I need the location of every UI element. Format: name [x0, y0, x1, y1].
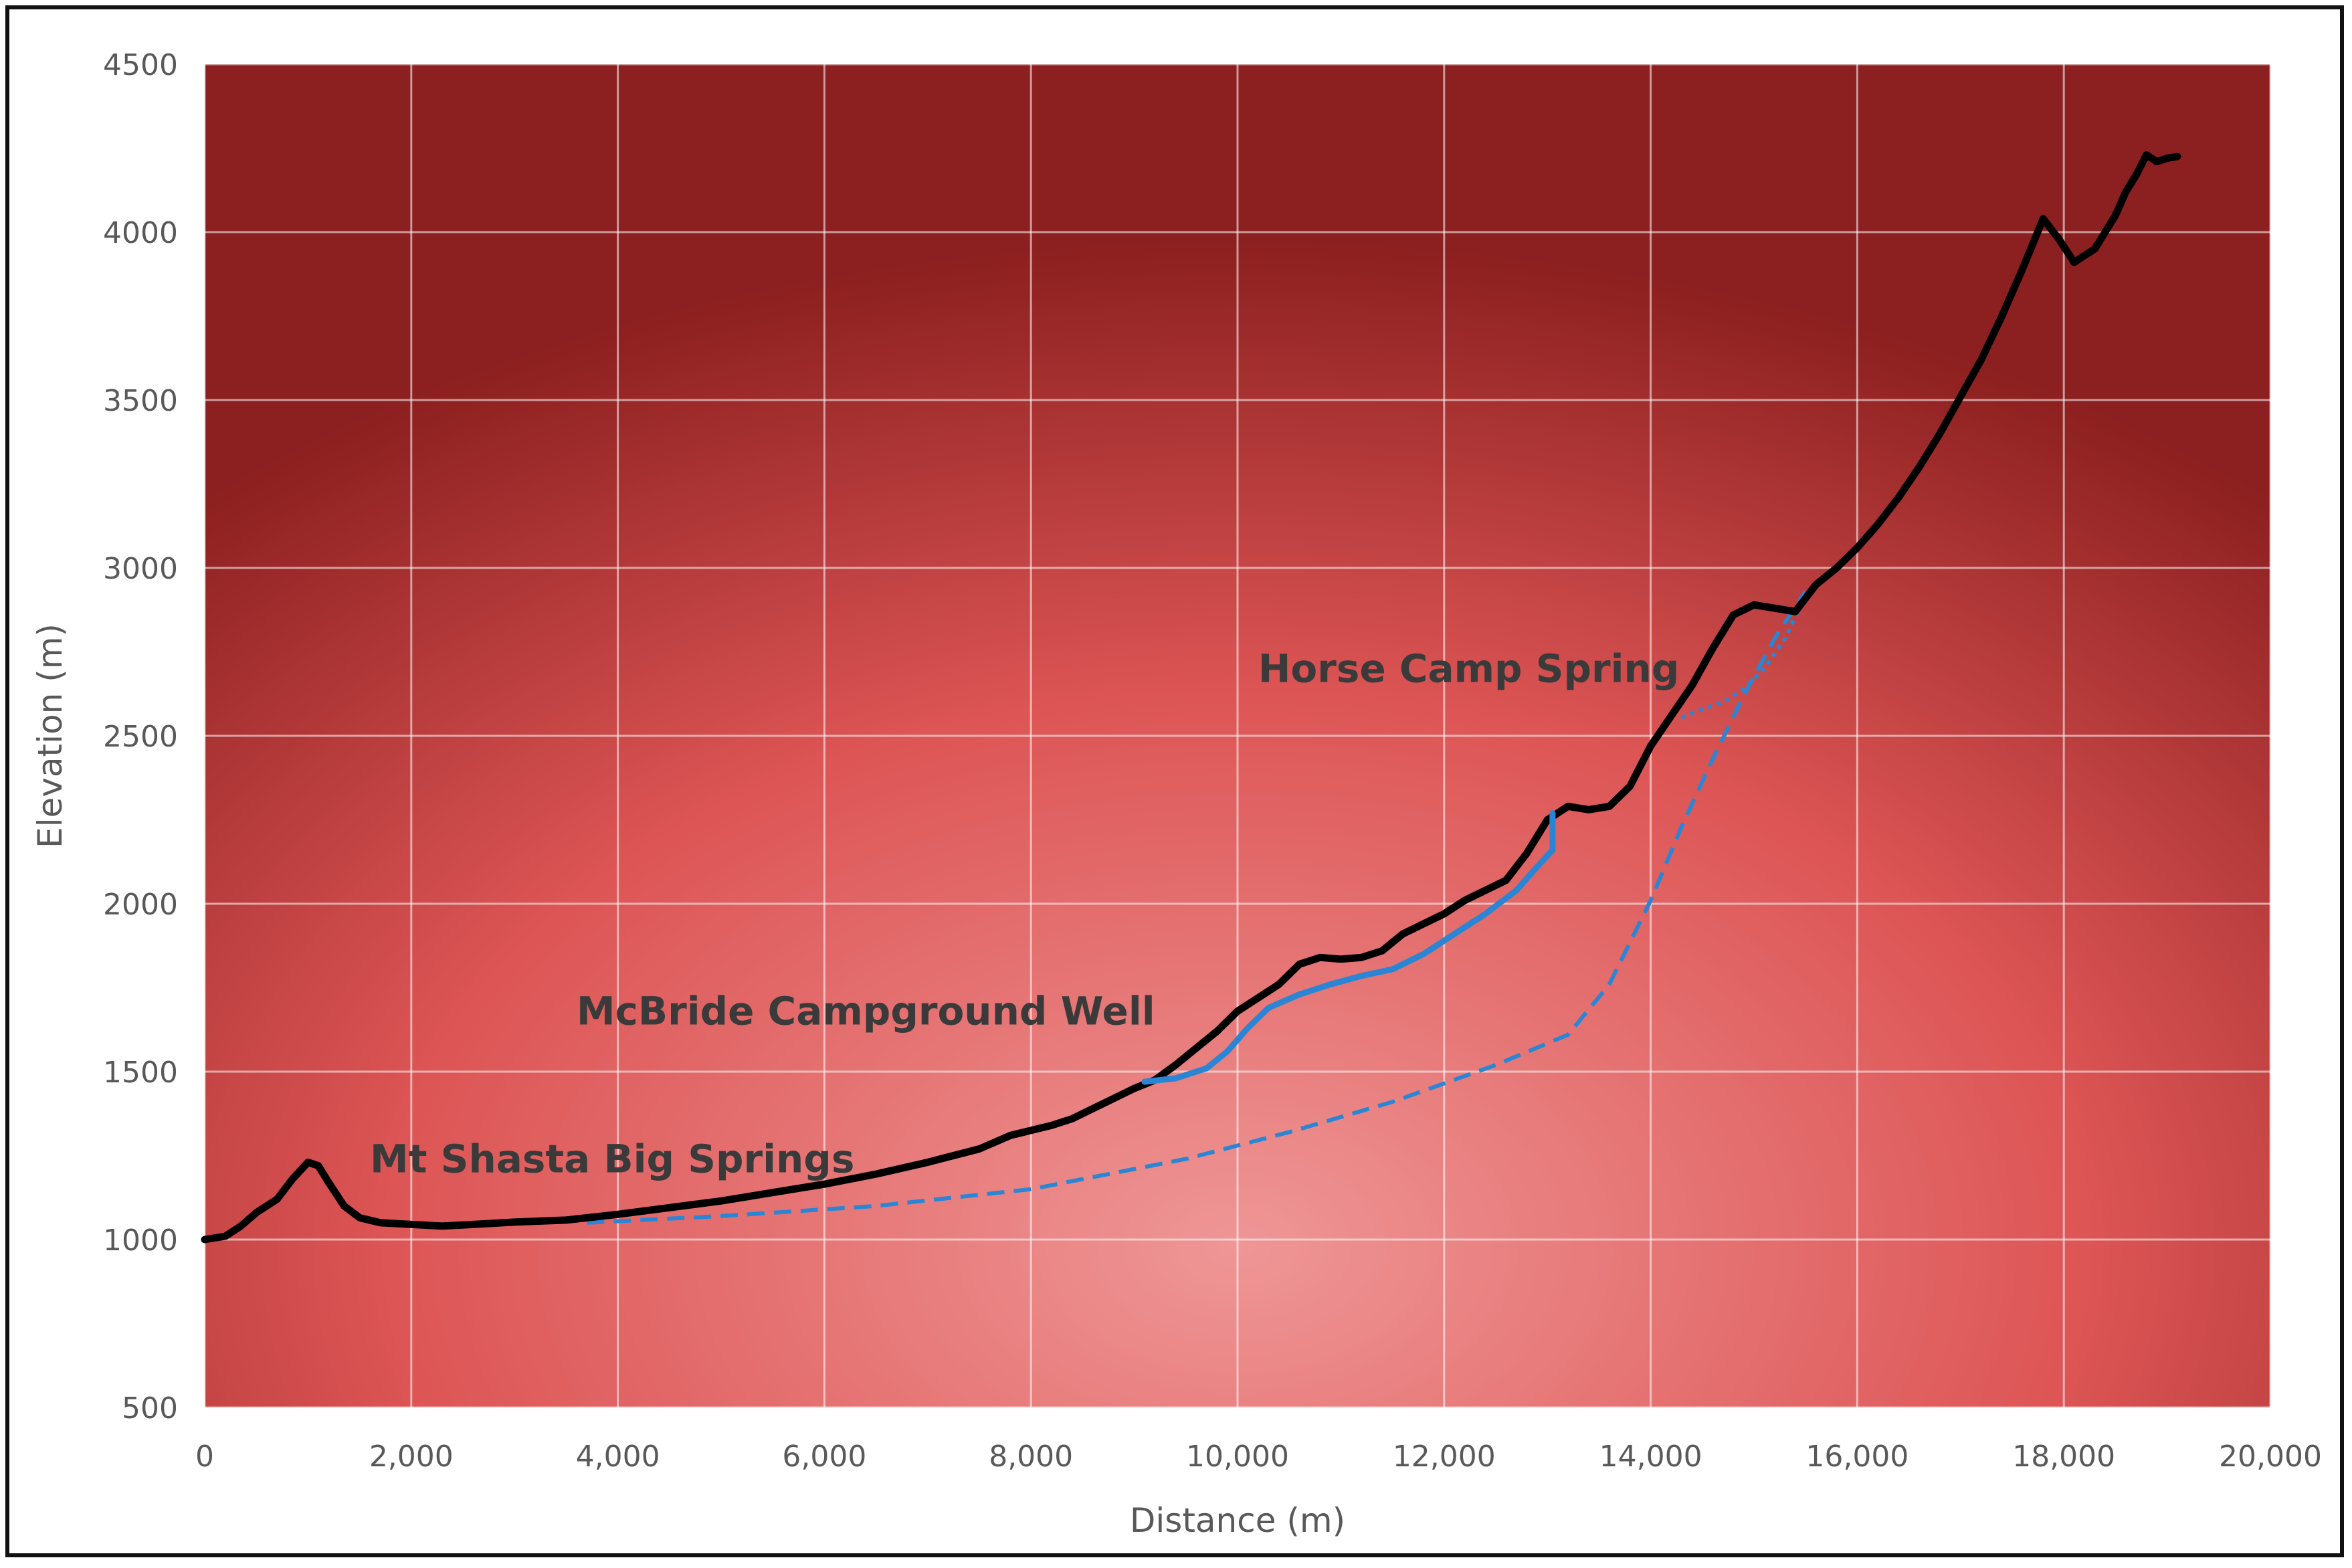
chart-frame: 0 2,000 4,000 6,000 8,000 10,000 12,000 14,000 1… — [5, 5, 2344, 1557]
series-line-dotted-blue — [1680, 593, 1807, 720]
x-tick-label: 10,000 — [1186, 1440, 1289, 1474]
x-tick-label: 14,000 — [1599, 1440, 1702, 1474]
annotation-label: McBride Campground Well — [577, 989, 1155, 1034]
x-tick-label: 12,000 — [1393, 1440, 1496, 1474]
series-layer — [201, 151, 2181, 1244]
y-tick-labels: 500 1000 1500 2000 2500 3000 3500 4000 4500 — [103, 48, 178, 1426]
y-tick-label: 1500 — [103, 1056, 178, 1090]
y-tick-label: 3500 — [103, 384, 178, 418]
annotation-label: Mt Shasta Big Springs — [370, 1137, 854, 1182]
y-tick-label: 500 — [122, 1391, 178, 1426]
y-tick-label: 2500 — [103, 720, 178, 754]
x-tick-labels: 0 2,000 4,000 6,000 8,000 10,000 12,000 14,000 1… — [195, 1440, 2322, 1474]
y-tick-label: 1000 — [103, 1223, 178, 1258]
y-tick-label: 2000 — [103, 888, 178, 922]
y-tick-label: 3000 — [103, 552, 178, 586]
x-tick-label: 2,000 — [369, 1440, 454, 1474]
y-tick-label: 4500 — [103, 48, 178, 82]
y-axis-title: Elevation (m) — [31, 623, 70, 848]
x-tick-label: 6,000 — [782, 1440, 866, 1474]
y-tick-label: 4000 — [103, 216, 178, 250]
x-axis-title: Distance (m) — [1130, 1501, 1345, 1540]
x-tick-label: 4,000 — [576, 1440, 660, 1474]
series-line-dashed-blue — [587, 590, 1807, 1225]
x-tick-label: 18,000 — [2012, 1440, 2115, 1474]
annotation-label: Horse Camp Spring — [1258, 646, 1679, 692]
elevation-profile-chart: 0 2,000 4,000 6,000 8,000 10,000 12,000 14,000 1… — [31, 48, 2322, 1540]
x-tick-label: 0 — [195, 1440, 214, 1474]
annotation-layer: Mt Shasta Big Springs McBride Campground … — [370, 646, 1679, 1182]
x-tick-label: 8,000 — [989, 1440, 1073, 1474]
x-tick-label: 20,000 — [2219, 1440, 2322, 1474]
x-tick-label: 16,000 — [1805, 1440, 1908, 1474]
gridlines — [203, 63, 2272, 1409]
series-line-solid-black — [201, 151, 2181, 1244]
series-line-solid-blue — [1141, 810, 1556, 1085]
